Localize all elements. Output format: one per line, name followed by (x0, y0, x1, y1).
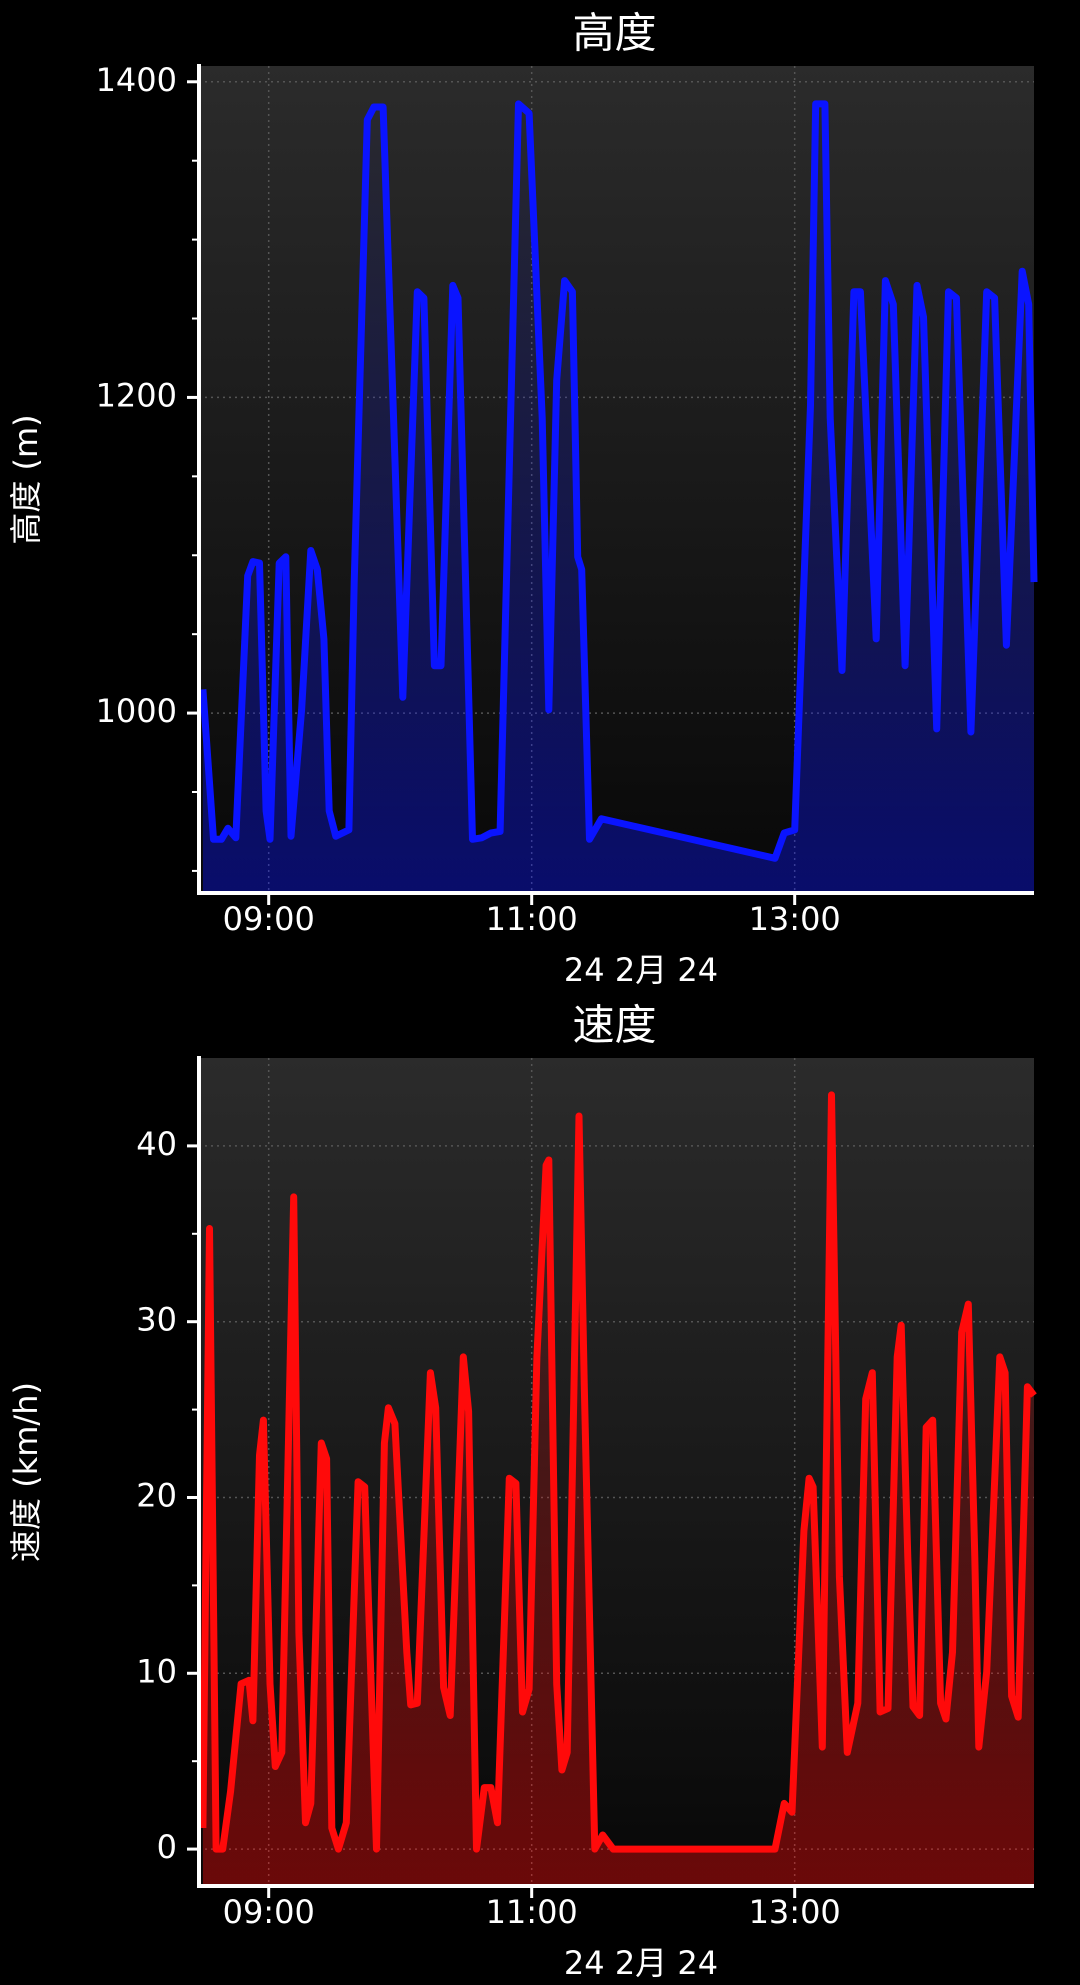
y-axis-label: 高度 (m) (7, 414, 45, 544)
y-tick-label: 20 (136, 1476, 177, 1514)
x-tick-label: 11:00 (486, 900, 578, 938)
y-tick-label: 30 (136, 1301, 177, 1339)
y-tick-label: 1000 (96, 692, 177, 730)
x-axis-label: 24 2月 24 (564, 951, 718, 989)
x-tick-label: 09:00 (223, 900, 315, 938)
y-tick-label: 10 (136, 1652, 177, 1690)
x-tick-label: 13:00 (749, 900, 841, 938)
chart-title: 速度 (572, 1001, 656, 1050)
y-axis-label: 速度 (km/h) (7, 1382, 45, 1562)
x-axis-label: 24 2月 24 (564, 1944, 718, 1982)
data-line (199, 1091, 1037, 1853)
y-tick-label: 1400 (96, 61, 177, 99)
x-tick-label: 09:00 (223, 1893, 315, 1931)
x-tick-label: 11:00 (486, 1893, 578, 1931)
chart-title: 高度 (572, 9, 656, 58)
y-tick-label: 1200 (96, 376, 177, 414)
y-tick-label: 0 (157, 1828, 177, 1866)
y-tick-label: 40 (136, 1125, 177, 1163)
x-tick-label: 13:00 (749, 1893, 841, 1931)
data-line (199, 100, 1038, 862)
